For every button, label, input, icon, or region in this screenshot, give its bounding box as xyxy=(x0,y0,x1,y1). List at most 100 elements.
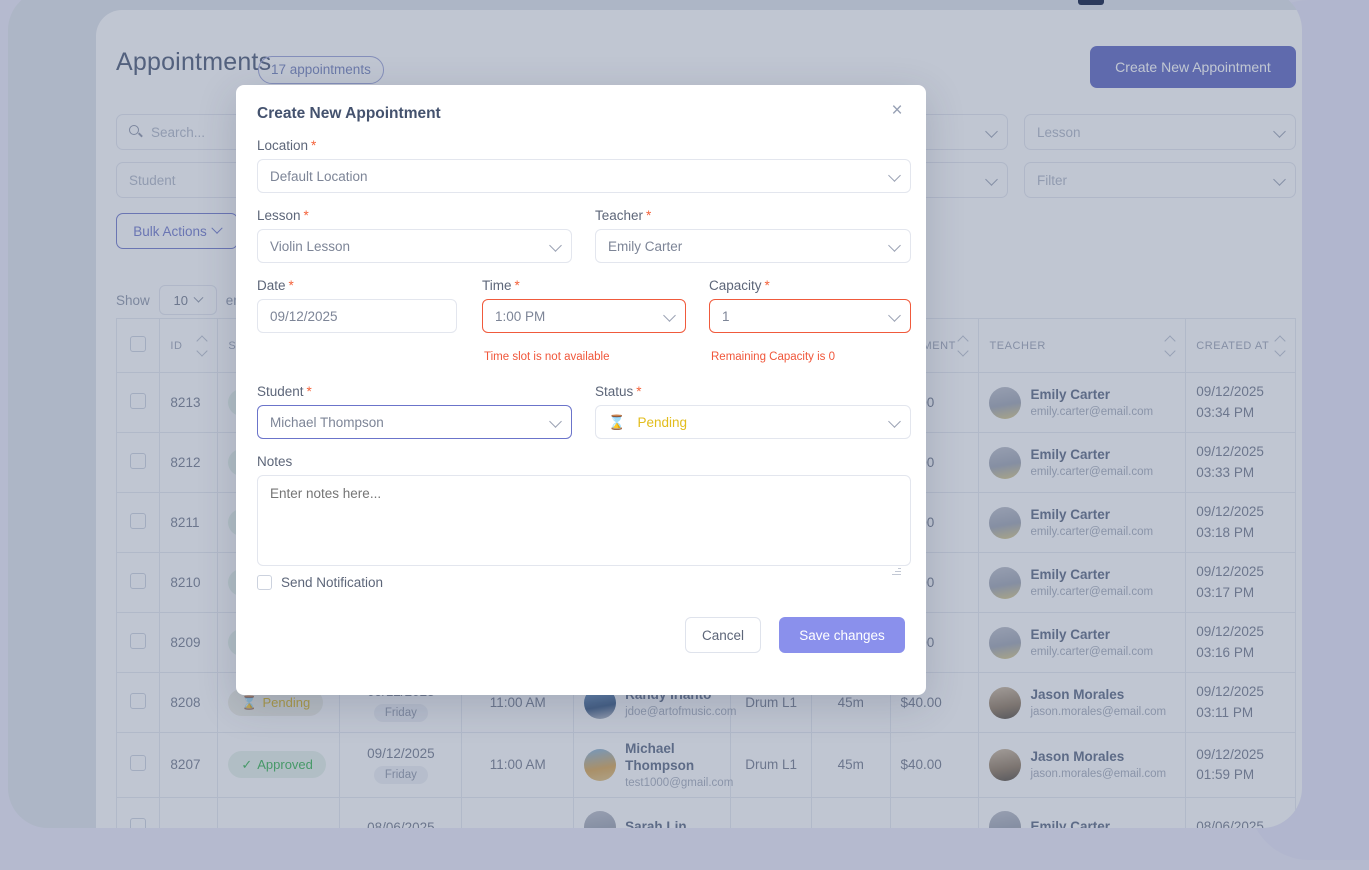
send-notification-checkbox[interactable] xyxy=(257,575,272,590)
lesson-select[interactable]: Violin Lesson xyxy=(257,229,572,263)
header-teacher[interactable]: TEACHER xyxy=(978,318,1187,373)
capacity-error-message: Remaining Capacity is 0 xyxy=(711,351,836,363)
teacher-email: jason.morales@email.com xyxy=(1030,705,1167,718)
created-date: 09/12/2025 xyxy=(1196,746,1264,762)
row-select-cell xyxy=(116,612,161,673)
time-error-message: Time slot is not available xyxy=(484,351,610,363)
save-changes-button[interactable]: Save changes xyxy=(779,617,905,653)
row-checkbox[interactable] xyxy=(130,573,147,589)
created-date: 09/12/2025 xyxy=(1196,444,1264,460)
row-teacher-cell: Emily Carter emily.carter@email.com xyxy=(978,552,1187,613)
avatar xyxy=(989,566,1022,599)
student-value: Michael Thompson xyxy=(270,414,384,430)
header-id-label: ID xyxy=(170,339,183,352)
teacher-name: Jason Morales xyxy=(1030,687,1125,703)
row-weekday-pill: Friday xyxy=(373,703,428,722)
extra-filter-select[interactable]: Filter xyxy=(1024,162,1296,198)
cancel-button[interactable]: Cancel xyxy=(685,617,761,653)
check-icon: ✓ xyxy=(241,757,253,773)
student-email: test1000@gmail.com xyxy=(625,776,734,789)
table-row[interactable]: 8207 ✓ Approved 09/12/2025 Friday 11:00 AM Mic… xyxy=(116,732,1296,798)
row-checkbox[interactable] xyxy=(130,513,147,529)
notes-textarea[interactable] xyxy=(257,475,911,566)
avatar xyxy=(989,811,1022,828)
created-date: 09/12/2025 xyxy=(1196,504,1264,520)
teacher-select[interactable]: Emily Carter xyxy=(595,229,911,263)
date-label: Date * xyxy=(257,278,294,293)
select-all-checkbox[interactable] xyxy=(130,336,147,352)
chevron-down-icon xyxy=(663,309,676,322)
header-created-at[interactable]: CREATED AT xyxy=(1185,318,1296,373)
time-select[interactable]: 1:00 PM xyxy=(482,299,686,333)
teacher-email: emily.carter@email.com xyxy=(1030,465,1154,478)
header-id[interactable]: ID xyxy=(159,318,219,373)
teacher-email: emily.carter@email.com xyxy=(1030,645,1154,658)
row-created-at-cell: 09/12/2025 03:16 PM xyxy=(1185,612,1296,673)
student-person: Sarah Lin xyxy=(584,811,720,828)
row-date-cell: 08/06/2025 xyxy=(339,796,463,828)
resize-handle-icon[interactable] xyxy=(892,567,901,576)
teacher-person: Jason Morales jason.morales@email.com xyxy=(989,748,1175,781)
student-name: Sarah Lin xyxy=(625,818,687,828)
status-label: Status * xyxy=(595,384,642,399)
capacity-select[interactable]: 1 xyxy=(709,299,911,333)
teacher-text: Jason Morales jason.morales@email.com xyxy=(1030,687,1166,718)
chevron-down-icon xyxy=(888,309,901,322)
header-teacher-label: TEACHER xyxy=(989,339,1046,352)
chevron-down-icon xyxy=(888,239,901,252)
row-checkbox[interactable] xyxy=(130,453,147,469)
row-checkbox[interactable] xyxy=(130,817,147,828)
status-select[interactable]: ⌛ Pending xyxy=(595,405,911,439)
teacher-text: Emily Carter emily.carter@email.com xyxy=(1030,567,1153,598)
created-time: 03:33 PM xyxy=(1196,464,1255,480)
teacher-name: Emily Carter xyxy=(1030,567,1110,583)
entries-per-page-select[interactable]: 10 xyxy=(158,285,217,315)
time-value: 1:00 PM xyxy=(495,308,546,324)
avatar xyxy=(989,686,1022,719)
appointments-count-badge: 17 appointments xyxy=(258,56,384,84)
lesson-filter-value: Lesson xyxy=(1037,124,1081,140)
student-select[interactable]: Michael Thompson xyxy=(257,405,572,439)
bulk-actions-label: Bulk Actions xyxy=(133,223,207,239)
row-status-cell: ✓Approved xyxy=(217,732,341,798)
location-select[interactable]: Default Location xyxy=(257,159,911,193)
teacher-email: emily.carter@email.com xyxy=(1030,525,1154,538)
row-select-cell xyxy=(116,432,161,493)
teacher-person: Emily Carter emily.carter@email.com xyxy=(989,506,1175,539)
date-input[interactable]: 09/12/2025 xyxy=(257,299,457,333)
row-select-cell xyxy=(116,372,161,433)
avatar xyxy=(989,626,1022,659)
avatar xyxy=(989,748,1022,781)
row-id-cell: 8207 xyxy=(159,732,219,798)
row-time-cell xyxy=(461,796,575,828)
create-new-appointment-button[interactable]: Create New Appointment xyxy=(1090,46,1296,88)
teacher-name: Emily Carter xyxy=(1030,818,1110,828)
row-checkbox[interactable] xyxy=(130,755,147,772)
teacher-name: Jason Morales xyxy=(1030,749,1125,765)
created-date: 09/12/2025 xyxy=(1196,384,1264,400)
teacher-person: Emily Carter emily.carter@email.com xyxy=(989,566,1175,599)
row-lesson-cell xyxy=(730,796,812,828)
close-icon[interactable]: × xyxy=(884,98,910,124)
page-header: Appointments 17 appointments Create New … xyxy=(116,46,1296,96)
avatar xyxy=(989,386,1022,419)
required-mark: * xyxy=(646,208,652,223)
row-created-at-cell: 09/12/2025 01:59 PM xyxy=(1185,732,1296,798)
row-checkbox[interactable] xyxy=(130,693,147,709)
row-checkbox[interactable] xyxy=(130,393,147,409)
avatar xyxy=(989,446,1022,479)
student-email: jdoe@artofmusic.com xyxy=(625,705,737,718)
lesson-label: Lesson * xyxy=(257,208,309,223)
row-checkbox[interactable] xyxy=(130,633,147,649)
lesson-filter-select[interactable]: Lesson xyxy=(1024,114,1296,150)
avatar xyxy=(584,748,617,781)
teacher-text: Emily Carter emily.carter@email.com xyxy=(1030,387,1153,418)
created-time: 01:59 PM xyxy=(1196,766,1255,782)
teacher-person: Emily Carter xyxy=(989,811,1175,828)
chevron-down-icon xyxy=(888,415,901,428)
search-placeholder: Search... xyxy=(151,124,206,140)
created-time: 03:16 PM xyxy=(1196,644,1255,660)
send-notification-row[interactable]: Send Notification xyxy=(257,575,383,590)
bulk-actions-button[interactable]: Bulk Actions xyxy=(116,213,238,249)
table-row[interactable]: 08/06/2025 Sarah Lin Emily Carter 08/06/202… xyxy=(116,796,1296,828)
